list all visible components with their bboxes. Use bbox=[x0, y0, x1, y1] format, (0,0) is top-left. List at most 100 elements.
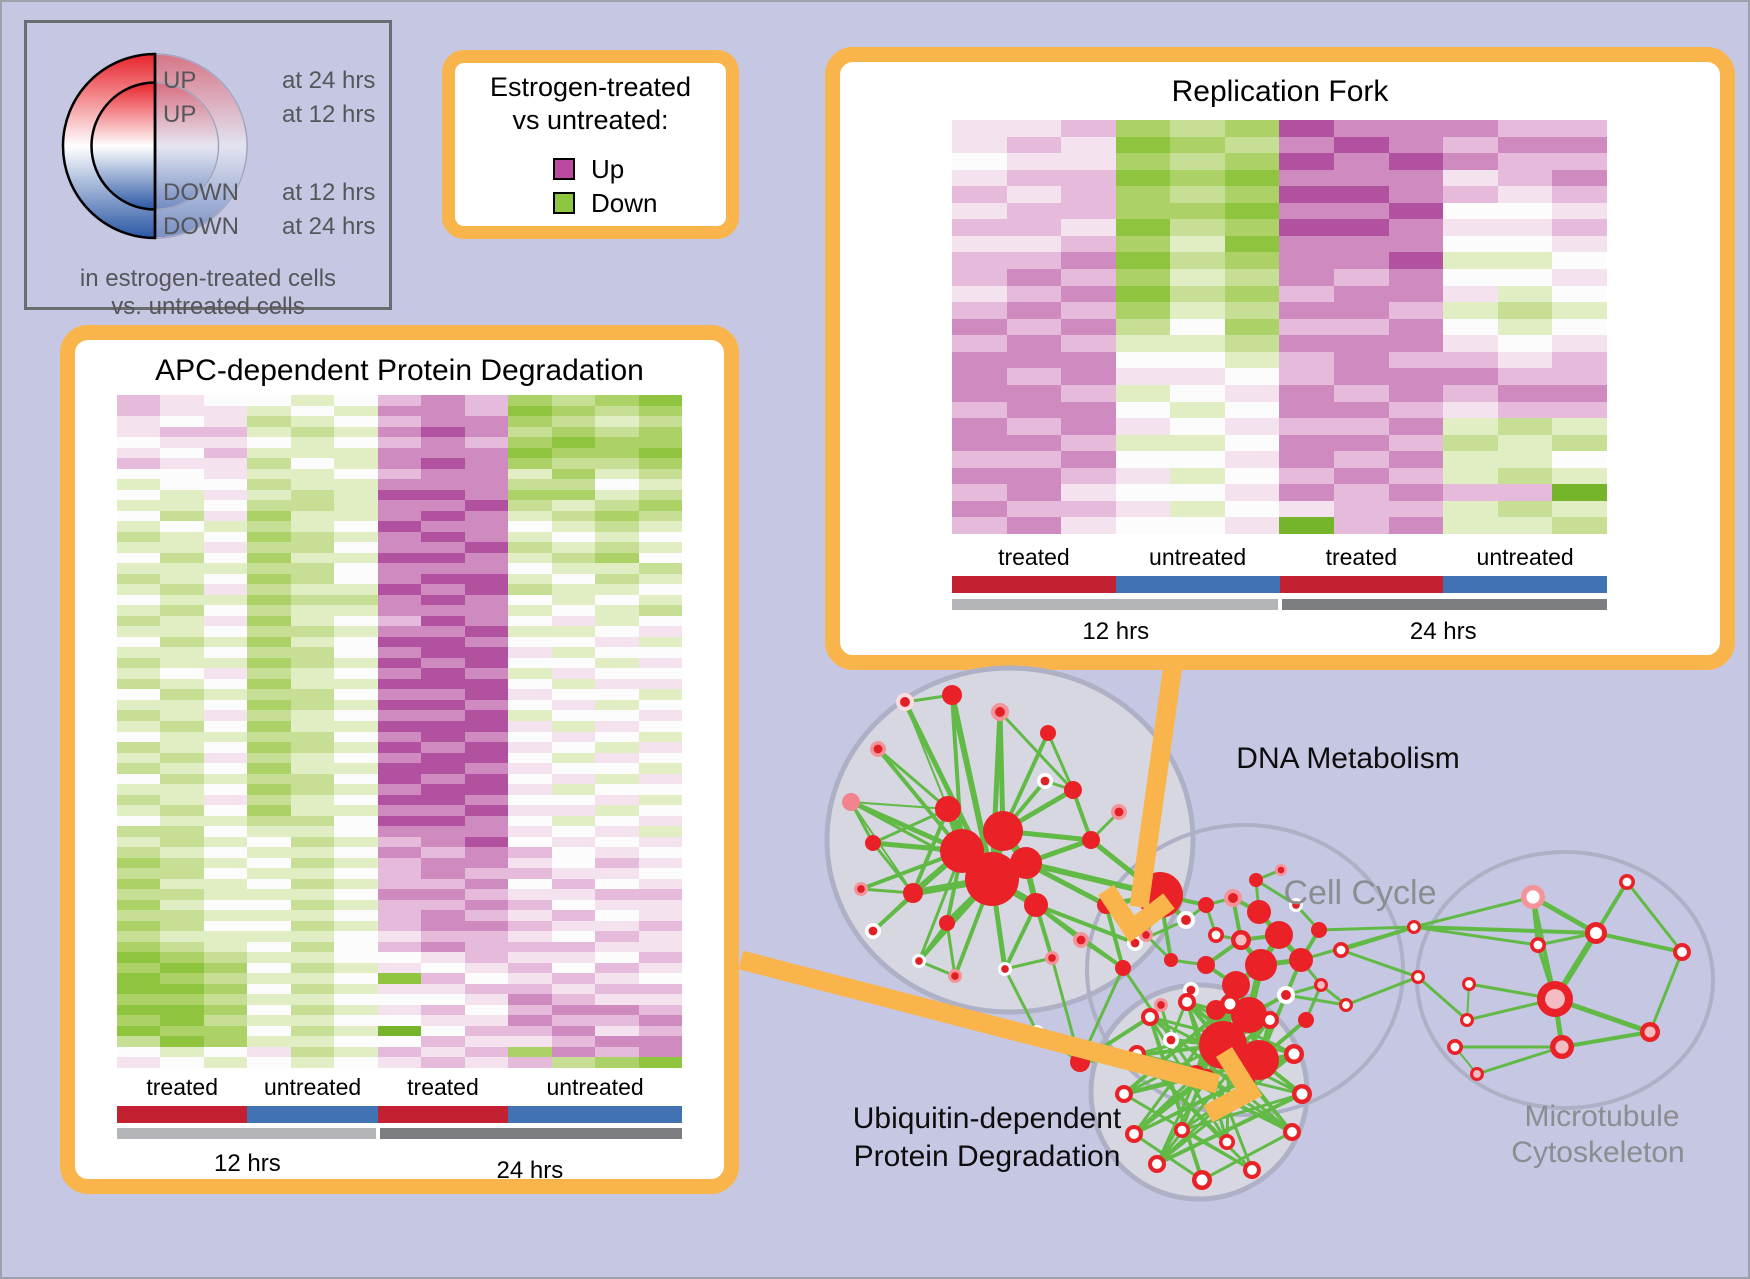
heatmap-cell bbox=[160, 657, 204, 669]
heatmap-cell bbox=[1334, 401, 1389, 419]
heatmap-cell bbox=[464, 742, 509, 753]
heatmap-cell bbox=[508, 500, 552, 511]
bar-12hrs bbox=[117, 1128, 376, 1139]
heatmap-cell bbox=[247, 1015, 291, 1026]
heatmap-cell bbox=[551, 920, 596, 932]
heatmap-cell bbox=[203, 626, 248, 637]
network-node-core bbox=[1287, 1127, 1297, 1137]
heatmap-cell bbox=[290, 805, 335, 816]
heatmap-cell bbox=[1443, 136, 1498, 154]
heatmap-cell bbox=[421, 468, 465, 480]
heatmap-cell bbox=[203, 489, 248, 501]
heatmap-cell bbox=[1224, 120, 1280, 137]
heatmap-cell bbox=[247, 794, 291, 806]
heatmap-cell bbox=[290, 594, 335, 606]
heatmap-cell bbox=[1552, 202, 1607, 220]
heatmap-cell bbox=[508, 731, 552, 743]
heatmap-cell bbox=[1497, 169, 1553, 187]
heatmap-cell bbox=[551, 531, 596, 543]
label-cell-cycle: Cell Cycle bbox=[1283, 874, 1437, 912]
heatmap-cell bbox=[160, 815, 204, 827]
heatmap-cell bbox=[160, 405, 204, 417]
heatmap-cell bbox=[464, 447, 509, 459]
heatmap-cell bbox=[1552, 384, 1607, 402]
heatmap-cell bbox=[160, 931, 204, 942]
heatmap-cell bbox=[334, 563, 378, 574]
heatmap-cell bbox=[290, 773, 335, 785]
heatmap-cell bbox=[203, 952, 248, 963]
heatmap-cell bbox=[638, 395, 682, 406]
heatmap-cell bbox=[290, 458, 335, 469]
heatmap-cell bbox=[160, 521, 204, 532]
heatmap-cell bbox=[290, 815, 335, 827]
heatmap-cell bbox=[290, 742, 335, 753]
heatmap-cell bbox=[1224, 484, 1280, 501]
heatmap-cell bbox=[1334, 351, 1389, 369]
heatmap-cell bbox=[464, 636, 509, 648]
heatmap-cell bbox=[595, 678, 639, 690]
heatmap-cell bbox=[160, 479, 204, 490]
heatmap-cell bbox=[290, 836, 335, 848]
heatmap-cell bbox=[160, 468, 204, 480]
heatmap-cell bbox=[334, 731, 378, 743]
heatmap-cell bbox=[508, 752, 552, 764]
heatmap-cell bbox=[1552, 285, 1607, 303]
heatmap-cell bbox=[508, 1036, 552, 1047]
heatmap-cell bbox=[334, 857, 378, 869]
heatmap-cell bbox=[508, 531, 552, 543]
heatmap-cell bbox=[1170, 384, 1225, 402]
heatmap-cell bbox=[1334, 153, 1389, 170]
heatmap-cell bbox=[464, 794, 509, 806]
heatmap-cell bbox=[638, 889, 682, 900]
heatmap-cell bbox=[334, 1036, 378, 1047]
heatmap-cell bbox=[1334, 219, 1389, 236]
heatmap-cell bbox=[464, 468, 509, 480]
heatmap-cell bbox=[1497, 153, 1553, 170]
heatmap-cell bbox=[1170, 351, 1225, 369]
heatmap-cell bbox=[421, 1004, 465, 1016]
heatmap-cell bbox=[377, 668, 422, 679]
heatmap-cell bbox=[464, 479, 509, 490]
network-node-core bbox=[1001, 965, 1009, 973]
heatmap-cell bbox=[160, 742, 204, 753]
heatmap-cell bbox=[508, 552, 552, 564]
bar-24hrs bbox=[1281, 599, 1607, 610]
heatmap-cell bbox=[1006, 136, 1062, 154]
heatmap-cell bbox=[247, 447, 291, 459]
heatmap-cell bbox=[334, 657, 378, 669]
heatmap-cell bbox=[203, 573, 248, 585]
heatmap-cell bbox=[1115, 285, 1171, 303]
heatmap-cell bbox=[160, 489, 204, 501]
heatmap-cell bbox=[638, 668, 682, 679]
network-node-core bbox=[1622, 877, 1632, 887]
heatmap-cell bbox=[334, 973, 378, 984]
heatmap-cell bbox=[1279, 500, 1335, 518]
heatmap-cell bbox=[377, 784, 422, 795]
heatmap-cell bbox=[1334, 418, 1389, 435]
heatmap-cell bbox=[421, 605, 465, 616]
heatmap-cell bbox=[464, 720, 509, 732]
heatmap-cell bbox=[160, 889, 204, 900]
heatmap-cell bbox=[464, 752, 509, 764]
heatmap-cell bbox=[117, 1025, 161, 1037]
heatmap-cell bbox=[1497, 269, 1553, 286]
heatmap-cell bbox=[290, 615, 335, 627]
untreated-bar bbox=[508, 1106, 682, 1123]
heatmap-cell bbox=[1006, 120, 1062, 137]
heatmap-cell bbox=[1115, 318, 1171, 336]
heatmap-cell bbox=[508, 994, 552, 1005]
heatmap-cell bbox=[117, 1015, 161, 1026]
heatmap-cell bbox=[1170, 368, 1225, 385]
heatmap-cell bbox=[551, 510, 596, 522]
ring-note-line1: in estrogen-treated cells bbox=[79, 265, 337, 292]
heatmap-cell bbox=[160, 973, 204, 984]
heatmap-cell bbox=[290, 468, 335, 480]
network-node-core bbox=[1281, 990, 1291, 1000]
heatmap-cell bbox=[334, 573, 378, 585]
heatmap-cell bbox=[117, 815, 161, 827]
heatmap-cell bbox=[952, 120, 1007, 137]
heatmap-cell bbox=[334, 763, 378, 774]
heatmap-cell bbox=[464, 920, 509, 932]
heatmap-cell bbox=[508, 437, 552, 448]
